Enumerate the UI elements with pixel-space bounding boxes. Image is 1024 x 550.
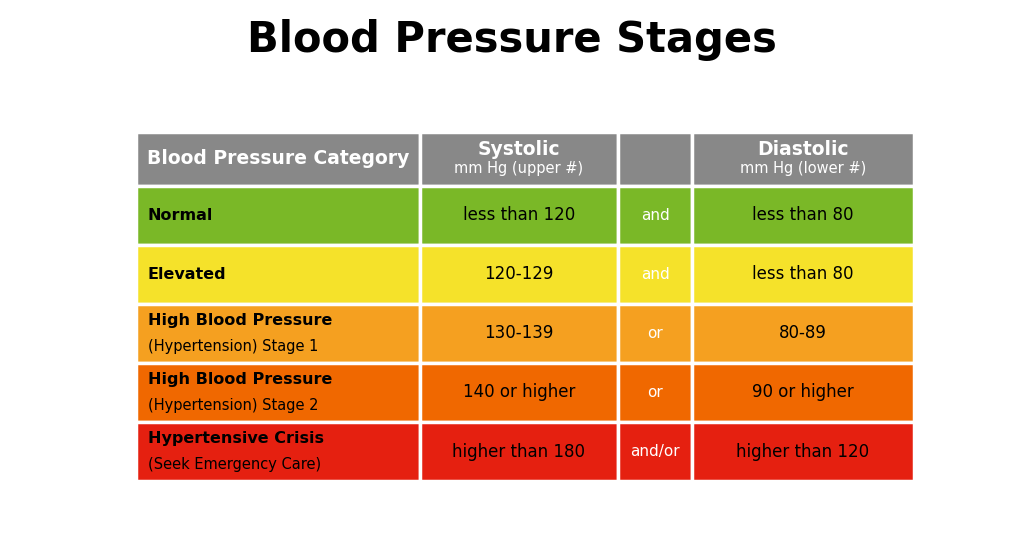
Text: 140 or higher: 140 or higher	[463, 383, 575, 402]
Text: Diastolic: Diastolic	[757, 140, 849, 159]
Bar	[618, 186, 692, 245]
Text: less than 80: less than 80	[752, 265, 854, 283]
Bar	[618, 304, 692, 363]
Text: 120-129: 120-129	[484, 265, 554, 283]
Bar	[618, 245, 692, 304]
Text: 130-139: 130-139	[484, 324, 554, 343]
Bar	[420, 304, 618, 363]
Text: Normal: Normal	[147, 208, 213, 223]
Text: High Blood Pressure: High Blood Pressure	[147, 372, 332, 387]
Bar	[692, 186, 913, 245]
Text: Blood Pressure Category: Blood Pressure Category	[146, 149, 409, 168]
Bar	[420, 363, 618, 422]
Text: mm Hg (upper #): mm Hg (upper #)	[455, 161, 584, 177]
Bar	[136, 186, 420, 245]
Text: less than 120: less than 120	[463, 206, 575, 224]
Bar	[136, 131, 420, 186]
Bar	[692, 245, 913, 304]
Text: higher than 120: higher than 120	[736, 443, 869, 460]
Text: higher than 180: higher than 180	[453, 443, 586, 460]
Bar	[692, 131, 913, 186]
Text: (Hypertension) Stage 1: (Hypertension) Stage 1	[147, 339, 318, 354]
Text: 90 or higher: 90 or higher	[752, 383, 854, 402]
Text: less than 80: less than 80	[752, 206, 854, 224]
Text: (Seek Emergency Care): (Seek Emergency Care)	[147, 457, 321, 472]
Bar	[420, 245, 618, 304]
Bar	[618, 131, 692, 186]
Text: Blood Pressure Stages: Blood Pressure Stages	[247, 19, 777, 61]
Bar	[692, 422, 913, 481]
Bar	[420, 422, 618, 481]
Text: or: or	[647, 326, 663, 341]
Bar	[136, 304, 420, 363]
Bar	[136, 245, 420, 304]
Bar	[136, 363, 420, 422]
Bar	[420, 131, 618, 186]
Text: 80-89: 80-89	[779, 324, 826, 343]
Bar	[420, 186, 618, 245]
Text: and: and	[641, 267, 670, 282]
Bar	[618, 363, 692, 422]
Text: Elevated: Elevated	[147, 267, 226, 282]
Text: (Hypertension) Stage 2: (Hypertension) Stage 2	[147, 398, 318, 413]
Text: High Blood Pressure: High Blood Pressure	[147, 313, 332, 328]
Bar	[618, 422, 692, 481]
Text: Hypertensive Crisis: Hypertensive Crisis	[147, 431, 324, 446]
Text: and/or: and/or	[630, 444, 680, 459]
Text: mm Hg (lower #): mm Hg (lower #)	[739, 161, 866, 177]
Text: Systolic: Systolic	[477, 140, 560, 159]
Text: and: and	[641, 208, 670, 223]
Bar	[692, 363, 913, 422]
Text: or: or	[647, 385, 663, 400]
Bar	[692, 304, 913, 363]
Bar	[136, 422, 420, 481]
